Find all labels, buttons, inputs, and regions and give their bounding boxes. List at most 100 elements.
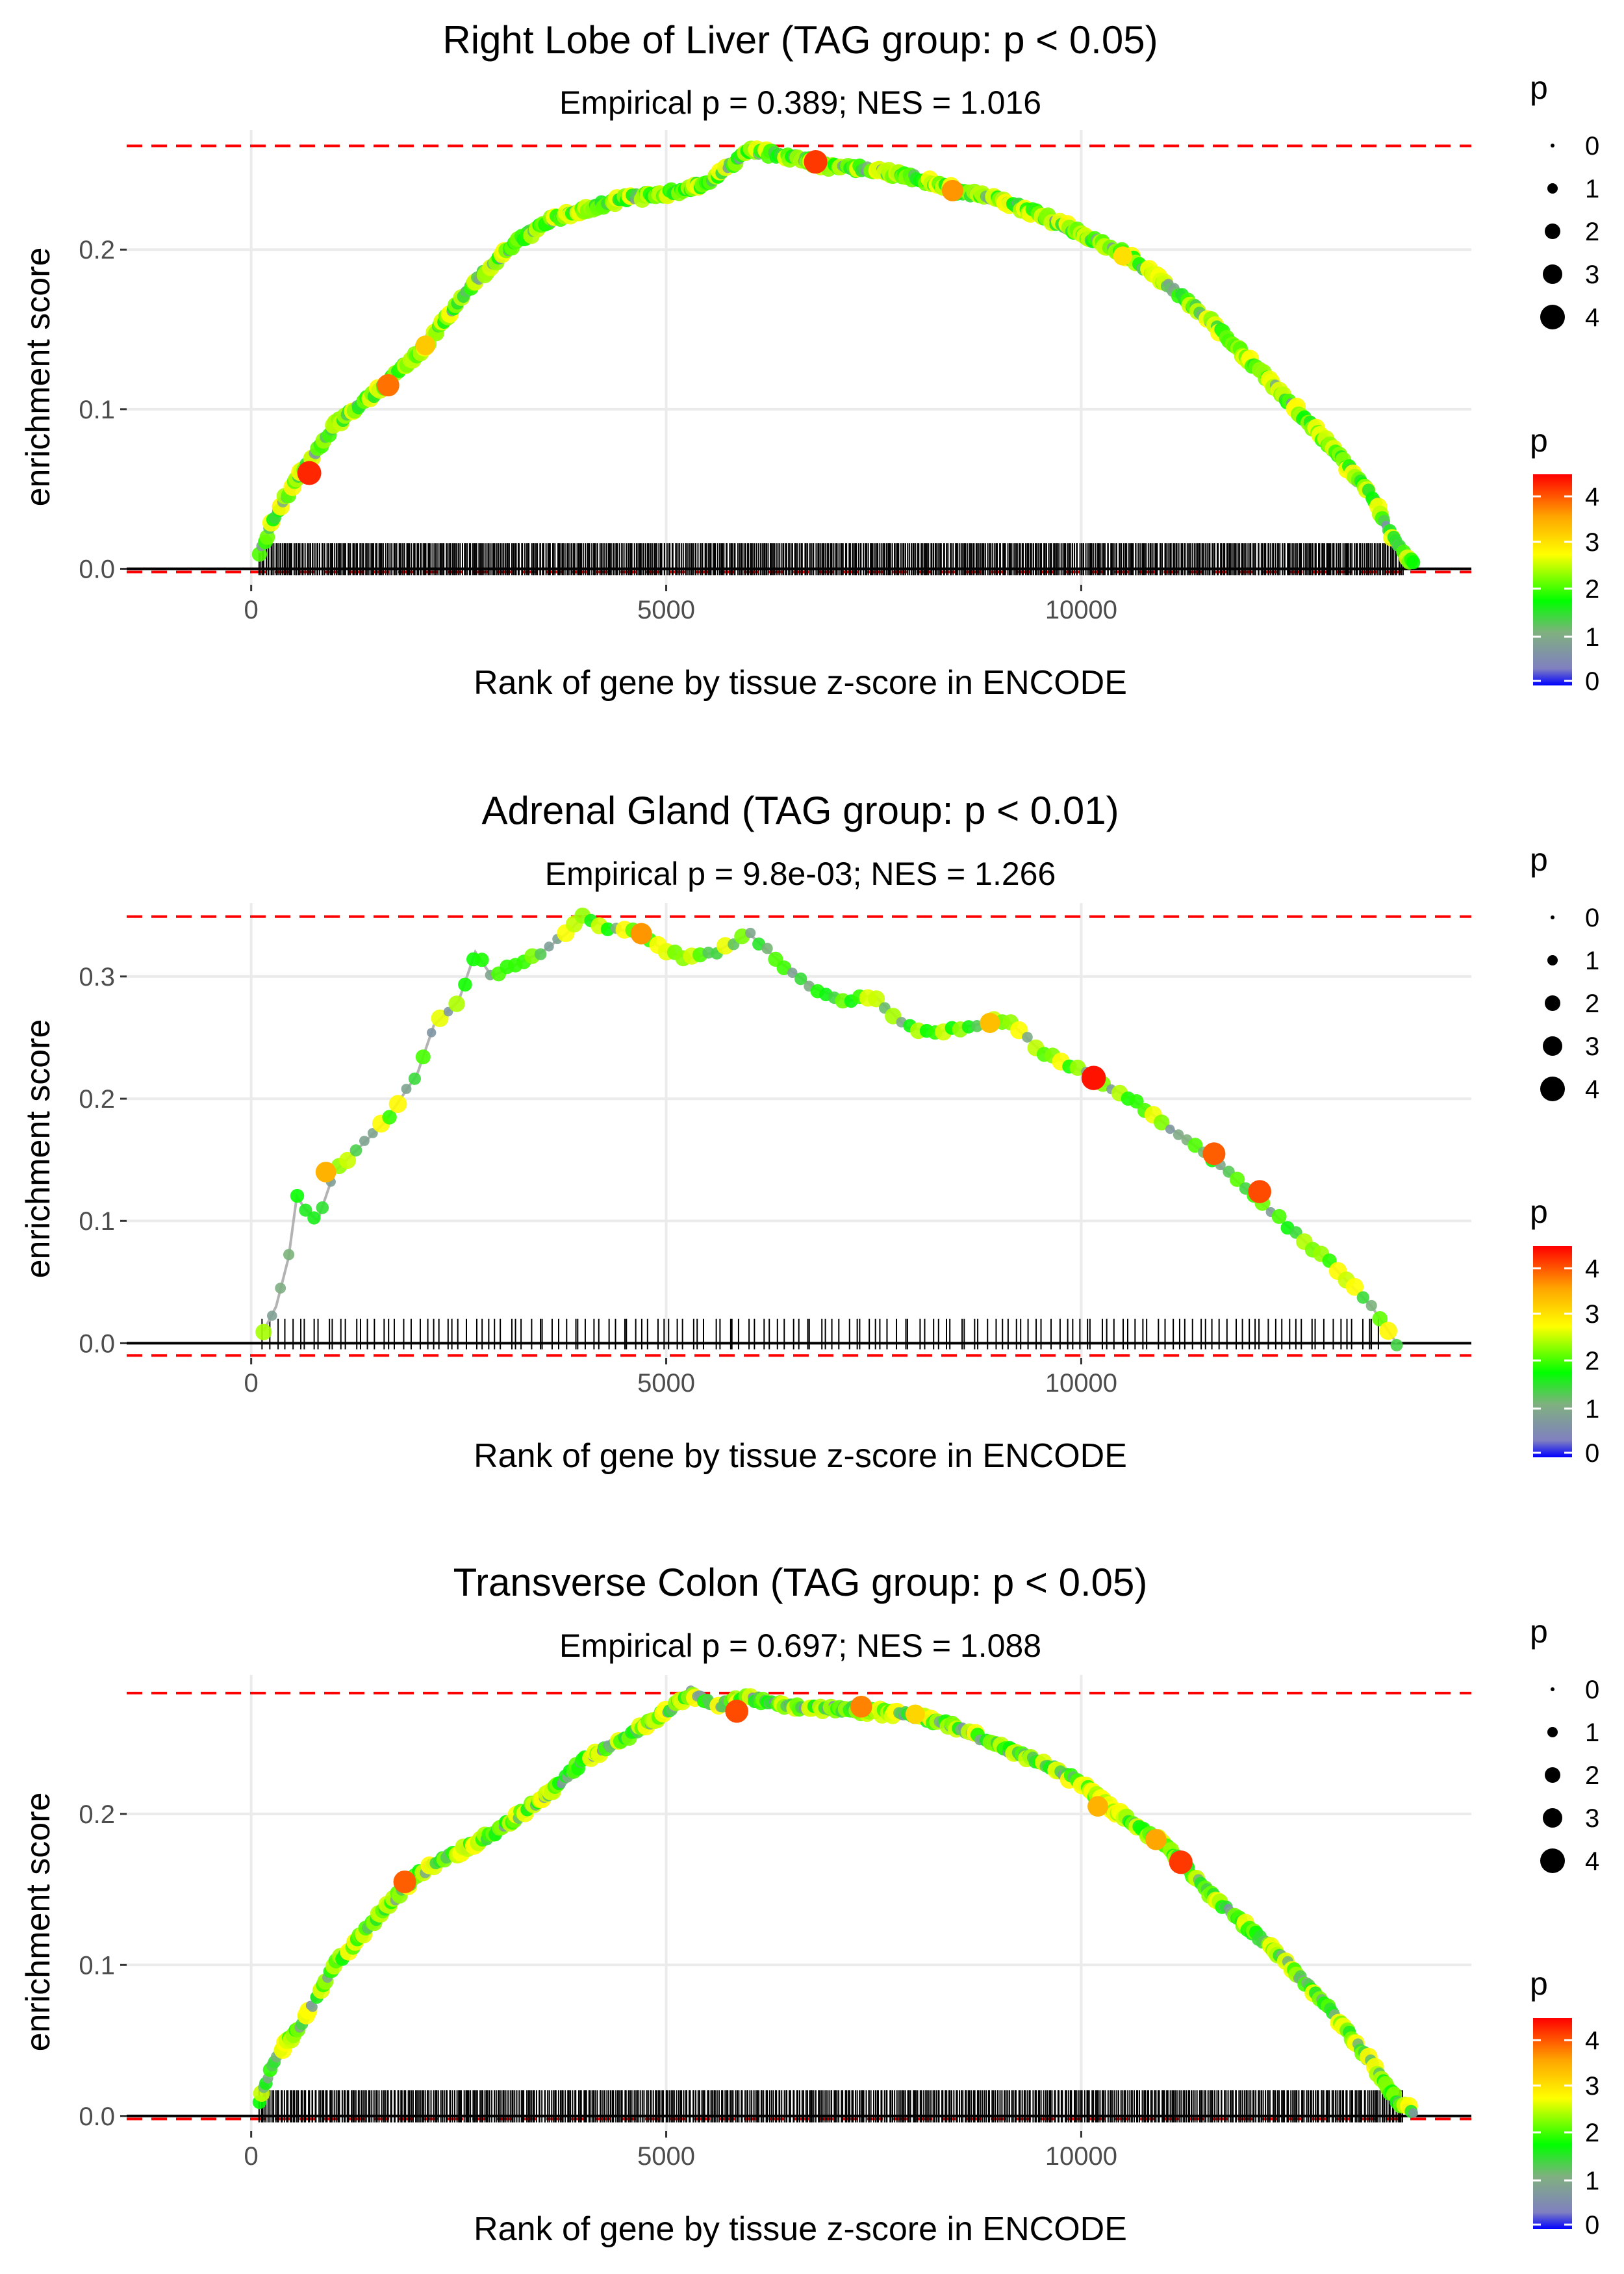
- highlight-point: [297, 461, 322, 485]
- gene-point: [338, 1151, 357, 1169]
- color-legend-label: 2: [1585, 575, 1599, 604]
- size-legend-dot: [1545, 995, 1560, 1011]
- x-tick-label: 10000: [1045, 2142, 1117, 2171]
- gene-point: [349, 1144, 362, 1156]
- x-tick-label: 0: [244, 596, 259, 624]
- highlight-point: [377, 374, 400, 397]
- size-legend-label: 1: [1585, 947, 1599, 975]
- gene-point: [1345, 1278, 1364, 1296]
- y-tick-label: 0.1: [79, 1951, 115, 1980]
- size-legend-label: 1: [1585, 1718, 1599, 1747]
- color-legend-label: 3: [1585, 528, 1599, 557]
- panel-3: Transverse Colon (TAG group: p < 0.05) E…: [19, 1561, 1599, 2248]
- size-legend-dot: [1540, 1077, 1565, 1101]
- highlight-point: [941, 179, 963, 201]
- y-axis-label: enrichment score: [19, 248, 57, 507]
- y-tick-label: 0.1: [79, 396, 115, 424]
- gene-point: [415, 1049, 431, 1065]
- size-legend-label: 0: [1585, 132, 1599, 160]
- color-legend-label: 0: [1585, 1439, 1599, 1468]
- gene-point: [448, 995, 465, 1012]
- y-tick-label: 0.1: [79, 1207, 115, 1236]
- x-tick-label: 5000: [637, 2142, 695, 2171]
- y-tick-label: 0.2: [79, 1800, 115, 1829]
- highlight-point: [1145, 1829, 1167, 1850]
- plot-area: 0 5000 10000 0.0 0.1 0.2: [79, 1675, 1471, 2171]
- size-legend-label: 4: [1585, 1075, 1599, 1104]
- color-legend-label: 3: [1585, 1300, 1599, 1329]
- highlight-point: [1113, 246, 1132, 266]
- y-axis-label: enrichment score: [19, 1793, 57, 2052]
- gene-point: [316, 1201, 329, 1214]
- size-legend: 0 1 2 3 4: [1540, 1676, 1599, 1876]
- size-legend-dot: [1551, 144, 1554, 147]
- chart-title: Transverse Colon (TAG group: p < 0.05): [453, 1561, 1148, 1604]
- gene-point: [544, 941, 554, 952]
- y-tick-label: 0.0: [79, 1329, 115, 1358]
- highlight-point: [315, 1162, 336, 1182]
- y-tick-label: 0.0: [79, 555, 115, 583]
- size-legend-label: 0: [1585, 904, 1599, 932]
- panel-1: Right Lobe of Liver (TAG group: p < 0.05…: [19, 18, 1599, 702]
- gene-point: [275, 1283, 286, 1294]
- y-tick-label: 0.0: [79, 2102, 115, 2131]
- y-tick-label: 0.2: [79, 236, 115, 264]
- highlight-point: [1248, 1180, 1271, 1203]
- color-bar: [1533, 474, 1572, 685]
- gene-point: [359, 1136, 370, 1146]
- enrichment-curve: [262, 915, 1398, 1344]
- gene-point: [299, 1203, 312, 1217]
- x-tick-label: 0: [244, 2142, 259, 2171]
- size-legend-dot: [1547, 183, 1558, 194]
- x-tick-label: 10000: [1045, 596, 1117, 624]
- chart-title: Right Lobe of Liver (TAG group: p < 0.05…: [442, 18, 1158, 62]
- chart-title: Adrenal Gland (TAG group: p < 0.01): [481, 789, 1119, 832]
- gene-point: [535, 948, 547, 960]
- gene-point: [1154, 1114, 1170, 1131]
- gene-point: [255, 1323, 272, 1340]
- color-bar: [1533, 2018, 1572, 2229]
- size-legend-dot: [1547, 955, 1558, 965]
- color-legend-label: 1: [1585, 1395, 1599, 1424]
- enrichment-curve: [258, 1691, 1414, 2113]
- size-legend-label: 3: [1585, 261, 1599, 289]
- size-legend: 0 1 2 3 4: [1540, 132, 1599, 332]
- gene-point: [867, 990, 885, 1008]
- gene-point: [307, 2002, 318, 2012]
- color-legend: 0 1 2 3 4: [1533, 1246, 1599, 1468]
- size-legend-label: 0: [1585, 1676, 1599, 1704]
- chart-subtitle: Empirical p = 0.389; NES = 1.016: [559, 84, 1041, 121]
- color-legend-label: 4: [1585, 2026, 1599, 2055]
- x-axis-label: Rank of gene by tissue z-score in ENCODE: [474, 1437, 1127, 1475]
- x-axis-label: Rank of gene by tissue z-score in ENCODE: [474, 664, 1127, 702]
- highlight-point: [1202, 1142, 1226, 1166]
- size-legend-label: 2: [1585, 218, 1599, 246]
- y-tick-label: 0.3: [79, 963, 115, 991]
- gene-point: [427, 1028, 437, 1038]
- x-tick-label: 0: [244, 1369, 259, 1398]
- highlight-point: [725, 1699, 748, 1723]
- color-legend-title: p: [1530, 1965, 1548, 2002]
- highlight-point: [1087, 1796, 1108, 1817]
- color-legend-label: 4: [1585, 1255, 1599, 1283]
- gene-point: [367, 1128, 378, 1138]
- highlight-point: [415, 335, 436, 355]
- size-legend-dot: [1540, 1848, 1565, 1873]
- gene-point: [1229, 1171, 1245, 1187]
- color-legend: 0 1 2 3 4: [1533, 474, 1599, 696]
- gene-point: [388, 1095, 407, 1114]
- highlight-point: [393, 1870, 416, 1893]
- size-legend-label: 4: [1585, 1847, 1599, 1876]
- color-legend-label: 0: [1585, 2211, 1599, 2240]
- highlight-point: [1081, 1066, 1106, 1090]
- size-legend-title: p: [1530, 1613, 1548, 1650]
- size-legend-label: 3: [1585, 1032, 1599, 1061]
- gene-point: [1165, 1124, 1175, 1134]
- gene-point: [1022, 1032, 1033, 1043]
- highlight-point: [804, 150, 828, 174]
- color-legend-title: p: [1530, 1194, 1548, 1230]
- size-legend-dot: [1543, 1036, 1562, 1056]
- gene-point: [787, 967, 798, 978]
- gene-point: [1408, 2108, 1418, 2118]
